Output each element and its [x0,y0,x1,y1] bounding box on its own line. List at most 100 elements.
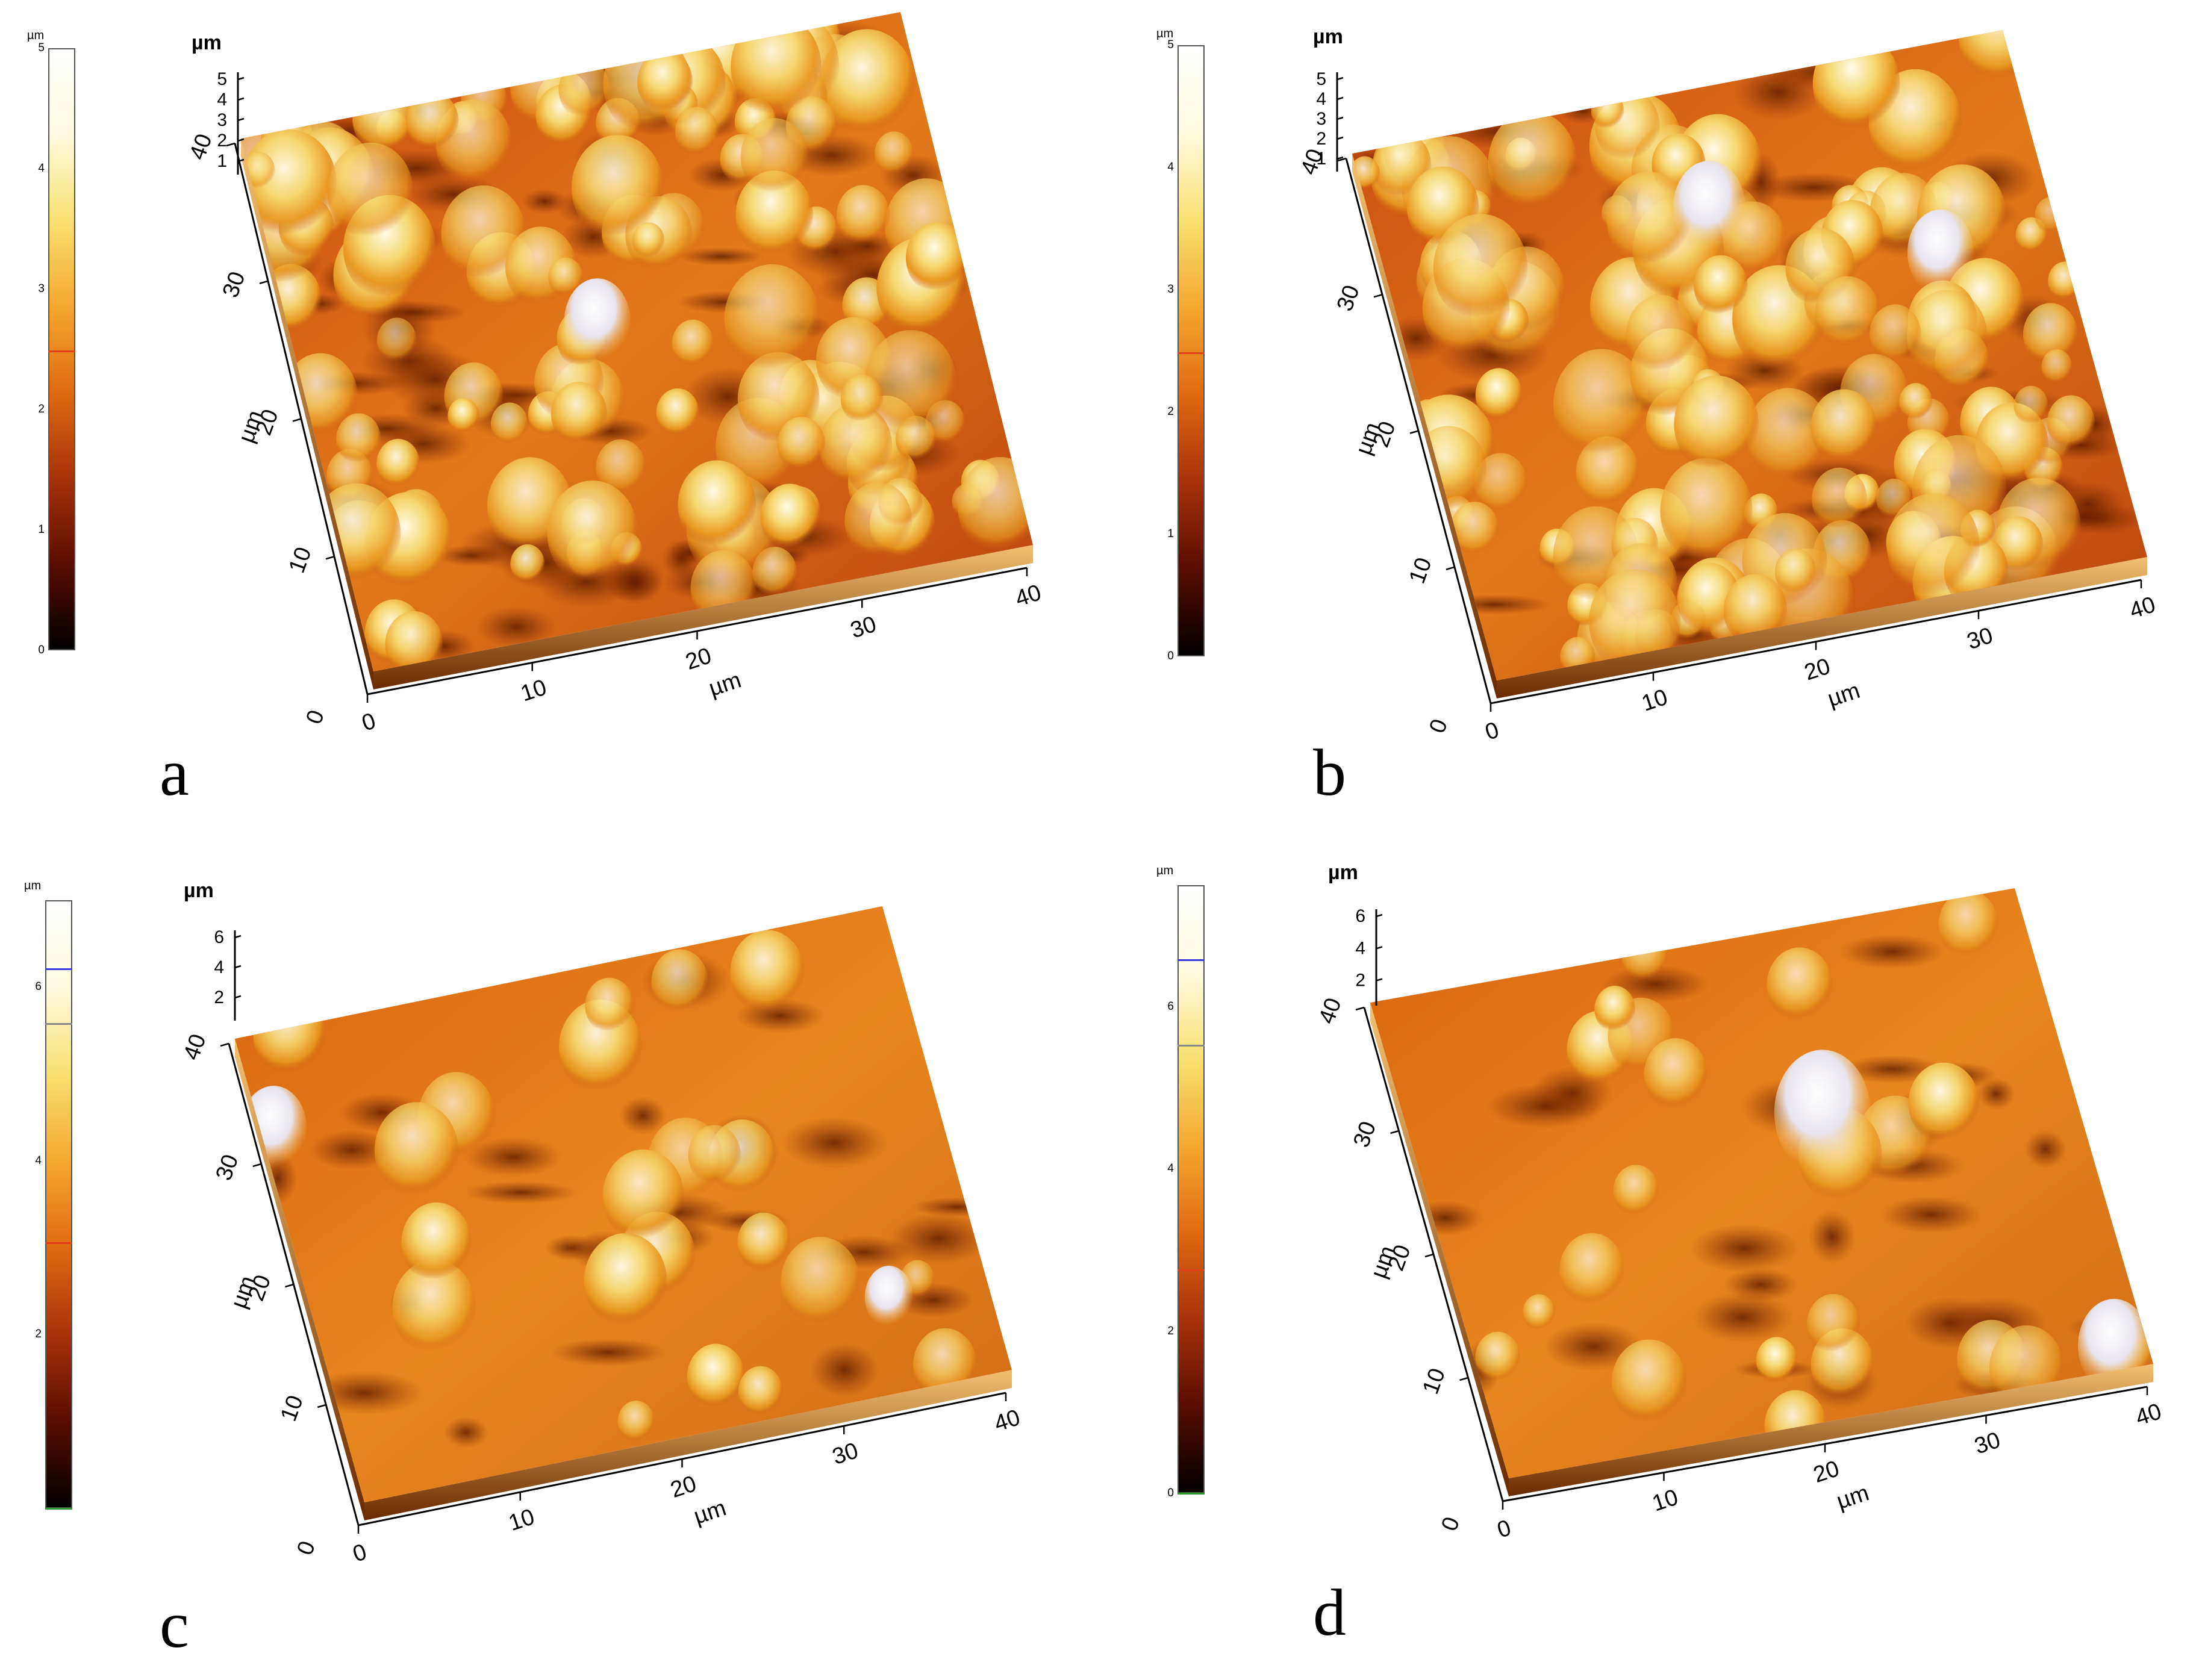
surface-peak [1907,209,1974,296]
surface-grain [957,457,1033,555]
surface-grain [510,544,545,584]
colorbar-tick-label: 6 [35,980,42,994]
surface-grain [585,977,634,1034]
surface-grain [1767,947,1833,1023]
surface-peak [864,1266,913,1328]
panel-letter: c [160,1588,189,1661]
x-axis-tick-label: 20 [667,1471,699,1503]
colorbar-tick-label: 1 [1167,527,1174,540]
surface-left-face [1370,1003,1509,1496]
x-axis-tick-label: 20 [1811,1456,1842,1488]
colorbar-tick-label: 1 [38,523,45,536]
surface-grain [1899,383,1933,422]
origin-tick-label: 0 [1436,1514,1465,1534]
x-axis-tick-label: 30 [829,1438,861,1470]
surface-grain [1450,502,1499,557]
surface-grain [1674,375,1759,473]
y-axis-tick-label: 40 [1314,995,1347,1027]
surface-grain [448,397,479,434]
surface-grain [1433,214,1528,323]
x-axis-tick-label: 30 [1964,623,1996,655]
surface-grain [844,482,912,560]
surface-texture [241,12,1033,671]
surface-grain [1906,290,1988,382]
colorbar-marker-line [45,1508,72,1510]
surface-peak [1774,1050,1871,1175]
surface-grain [1644,1038,1708,1111]
surface-grain [1812,467,1867,532]
x-axis-tick-label: 0 [350,1539,370,1567]
surface-grain [688,1125,741,1186]
z-axis-tick-label: 2 [217,131,227,151]
y-axis-tick-label: 30 [1332,282,1365,314]
surface-grain [1488,111,1577,214]
surface-grain [731,14,822,119]
z-axis-tick-label: 4 [214,957,224,977]
colorbar-tick-label: 0 [38,644,45,656]
surface-grain [602,1150,684,1243]
x-axis-tick-label: 30 [847,612,879,644]
surface-grain [651,949,708,1015]
surface-grain [1559,1233,1624,1307]
surface-grain [840,375,883,424]
surface-grain [632,222,665,260]
surface-grain [781,1237,860,1328]
x-axis-tick-label: 10 [505,1504,537,1536]
surface-grain [836,185,890,247]
surface-grain [678,460,756,550]
surface-grain [406,91,459,152]
surface-grain [1475,1331,1520,1384]
surface-grain [374,1102,459,1199]
x-axis-unit-label: µm [1824,678,1863,712]
colorbar-tick-label: 0 [1167,1487,1174,1499]
surface-grain [441,185,526,283]
surface-texture [1407,890,2153,1462]
surface-grain [1815,276,1880,350]
surface-front-face [1497,557,2147,698]
z-axis-tick-label: 1 [1316,149,1326,169]
colorbar-tick-label: 4 [35,1154,42,1167]
x-axis-tick-label: 10 [1649,1485,1681,1517]
surface-grain [1886,493,1980,600]
z-axis-unit-label: µm [184,879,214,902]
colorbar-tick-label: 5 [1167,39,1174,51]
x-axis-unit-label: µm [706,667,744,701]
x-axis-tick-label: 10 [517,675,549,707]
surface-left-face [235,1039,364,1520]
colorbar-tick-label: 3 [1167,283,1174,296]
surface-texture [240,930,1002,1448]
x-axis-tick-label: 0 [359,708,379,736]
surface-grain [2047,395,2095,450]
surface-grain [1474,453,1527,514]
surface-grain [2035,196,2068,234]
panel-letter: d [1313,1576,1346,1649]
surface-grain [2041,349,2073,385]
surface-grain [656,388,699,438]
z-axis-unit-label: µm [192,31,222,54]
surface-grain [385,611,443,671]
colorbar-unit-label: µm [1156,27,1174,40]
surface-grain [637,50,693,114]
colorbar-tick-label: 2 [1167,405,1174,418]
x-axis-unit-label: µm [691,1495,729,1529]
surface-grain [760,484,819,551]
x-axis-unit-label: µm [1833,1480,1872,1514]
x-axis-tick-label: 0 [1482,717,1502,745]
surface-grain [1908,1062,1980,1144]
surface-grain [1811,389,1877,465]
surface-grain [737,1212,790,1273]
z-axis-tick-label: 5 [217,69,227,89]
surface-grain [724,264,820,375]
y-axis-tick-label: 10 [276,1392,308,1425]
surface-peak [1673,161,1745,255]
surface-grain [1756,1337,1798,1385]
z-axis-tick-label: 4 [1355,938,1365,958]
surface-grain [376,438,420,489]
surface-grain [1475,368,1523,422]
z-axis-tick-label: 2 [1355,971,1365,991]
surface-grain [596,439,646,497]
surface-front-face [364,1370,1012,1520]
colorbar [48,48,75,650]
